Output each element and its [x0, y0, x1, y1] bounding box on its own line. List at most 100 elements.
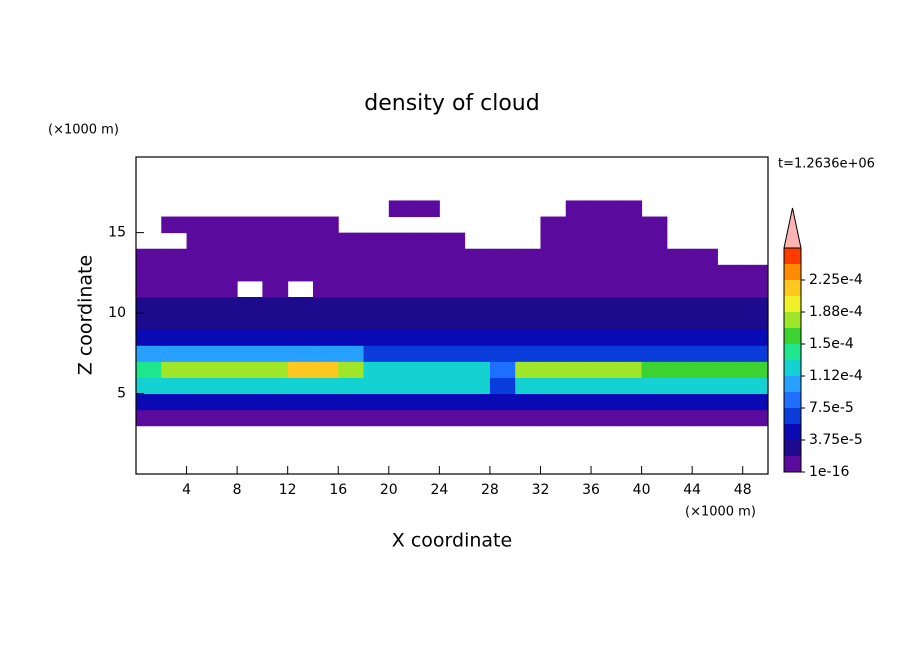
colorbar-tick-label: 7.5e-5	[809, 400, 854, 416]
contour-cell	[565, 361, 592, 378]
x-tick-label: 16	[329, 482, 347, 498]
contour-cell	[565, 280, 592, 298]
contour-cell	[692, 313, 718, 330]
contour-cell	[439, 409, 466, 427]
contour-cell	[666, 361, 693, 378]
contour-cell	[439, 296, 466, 314]
contour-cell	[742, 393, 769, 411]
contour-cell	[237, 409, 263, 427]
contour-cell	[742, 345, 769, 362]
contour-cell	[616, 409, 643, 427]
contour-cell	[717, 393, 744, 411]
contour-cell	[591, 393, 617, 411]
contour-cell	[161, 393, 188, 411]
contour-cell	[540, 232, 567, 250]
contour-cell	[136, 329, 162, 346]
contour-cell	[591, 377, 617, 395]
contour-cell	[692, 248, 718, 266]
contour-cell	[742, 296, 769, 314]
colorbar-band	[784, 328, 801, 344]
contour-cell	[136, 377, 162, 395]
contour-cell	[591, 409, 617, 427]
contour-cell	[363, 377, 390, 395]
contour-cell	[388, 248, 415, 266]
contour-cell	[312, 329, 339, 346]
contour-cell	[641, 296, 668, 314]
contour-cell	[717, 377, 744, 395]
contour-cell	[211, 377, 238, 395]
contour-cell	[312, 296, 339, 314]
contour-cell	[287, 296, 314, 314]
contour-cell	[616, 345, 643, 362]
contour-cell	[262, 232, 289, 250]
colorbar-tick-label: 1e-16	[809, 464, 849, 480]
contour-cell	[515, 361, 541, 378]
contour-cell	[161, 377, 188, 395]
contour-cell	[540, 313, 567, 330]
contour-cell	[717, 345, 744, 362]
contour-cell	[515, 393, 541, 411]
contour-cell	[414, 248, 440, 266]
x-unit: (×1000 m)	[685, 505, 756, 520]
contour-cell	[287, 216, 314, 234]
contour-cell	[388, 409, 415, 427]
contour-cell	[565, 200, 592, 218]
chart-title: density of cloud	[364, 91, 539, 116]
contour-cell	[717, 296, 744, 314]
contour-cell	[540, 248, 567, 266]
contour-cell	[616, 377, 643, 395]
colorbar-band	[784, 376, 801, 392]
contour-cell	[641, 377, 668, 395]
contour-cell	[616, 232, 643, 250]
contour-cell	[388, 264, 415, 282]
contour-cell	[211, 280, 238, 298]
contour-cell	[591, 216, 617, 234]
contour-cell	[262, 409, 289, 427]
contour-cell	[692, 409, 718, 427]
contour-cell	[388, 296, 415, 314]
contour-cell	[414, 280, 440, 298]
contour-cell	[211, 216, 238, 234]
contour-cell	[439, 361, 466, 378]
contour-cell	[312, 313, 339, 330]
contour-cell	[489, 393, 516, 411]
contour-cell	[287, 248, 314, 266]
contour-cell	[464, 377, 491, 395]
contour-cell	[591, 313, 617, 330]
contour-cell	[287, 377, 314, 395]
y-axis-label: Z coordinate	[75, 255, 97, 375]
contour-cell	[692, 361, 718, 378]
contour-cell	[414, 264, 440, 282]
contour-cell	[186, 216, 213, 234]
contour-cell	[338, 264, 365, 282]
contour-cell	[211, 361, 238, 378]
contour-cell	[161, 248, 188, 266]
contour-cell	[136, 264, 162, 282]
contour-cell	[186, 393, 213, 411]
contour-cell	[186, 329, 213, 346]
y-tick-label: 15	[108, 225, 126, 241]
contour-cell	[414, 329, 440, 346]
contour-cell	[186, 296, 213, 314]
colorbar-tick-label: 1.5e-4	[809, 336, 854, 352]
contour-cell	[641, 280, 668, 298]
contour-cell	[742, 264, 769, 282]
contour-cell	[489, 409, 516, 427]
contour-cell	[591, 200, 617, 218]
colorbar-frame	[783, 247, 802, 473]
contour-cell	[489, 361, 516, 378]
contour-cell	[641, 248, 668, 266]
contour-cell	[211, 409, 238, 427]
contour-cell	[338, 313, 365, 330]
contour-cell	[591, 361, 617, 378]
colorbar-band	[784, 248, 801, 264]
contour-cell	[591, 329, 617, 346]
contour-cell	[540, 377, 567, 395]
contour-cell	[363, 409, 390, 427]
contour-cell	[237, 393, 263, 411]
contour-cell	[565, 345, 592, 362]
contour-cell	[414, 313, 440, 330]
contour-cell	[666, 409, 693, 427]
contour-cell	[414, 296, 440, 314]
contour-cell	[717, 264, 744, 282]
